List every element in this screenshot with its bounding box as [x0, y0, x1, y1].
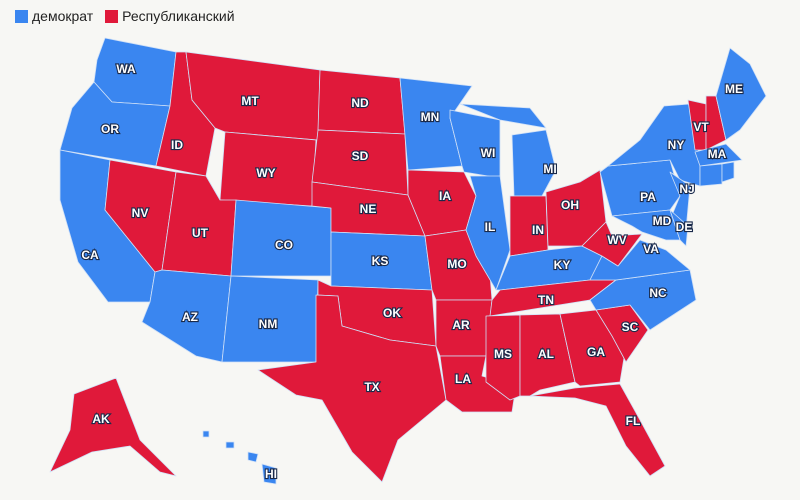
state-mi[interactable]	[511, 129, 557, 197]
state-hi[interactable]	[225, 441, 235, 449]
state-hi[interactable]	[247, 451, 259, 463]
state-label-mo: MO	[447, 257, 466, 271]
state-ct[interactable]	[699, 163, 723, 187]
state-pa[interactable]	[599, 159, 681, 217]
state-label-ne: NE	[360, 202, 377, 216]
state-label-co: CO	[275, 238, 293, 252]
state-label-ok: OK	[383, 306, 401, 320]
state-label-nv: NV	[132, 206, 149, 220]
state-label-ar: AR	[452, 318, 470, 332]
state-me[interactable]	[715, 47, 767, 141]
state-wi[interactable]	[449, 109, 501, 179]
state-de[interactable]	[669, 209, 689, 247]
state-hi[interactable]	[202, 430, 210, 438]
state-label-il: IL	[485, 220, 496, 234]
state-label-in: IN	[532, 223, 544, 237]
state-label-ia: IA	[439, 189, 451, 203]
state-label-ut: UT	[192, 226, 209, 240]
state-label-pa: PA	[640, 190, 656, 204]
state-label-az: AZ	[182, 310, 198, 324]
state-label-vt: VT	[693, 120, 709, 134]
state-label-ky: KY	[554, 258, 571, 272]
state-label-nj: NJ	[679, 182, 694, 196]
state-label-oh: OH	[561, 198, 579, 212]
state-ak[interactable]	[49, 377, 177, 477]
state-label-mn: MN	[421, 110, 440, 124]
state-la[interactable]	[439, 355, 517, 413]
legend-item-republican: Республиканский	[105, 8, 235, 24]
state-label-mi: MI	[543, 162, 556, 176]
republican-swatch	[105, 9, 119, 23]
state-label-wi: WI	[481, 146, 496, 160]
democrat-swatch	[15, 9, 28, 23]
state-ri[interactable]	[721, 161, 735, 183]
state-label-ms: MS	[494, 347, 512, 361]
state-tx[interactable]	[257, 294, 447, 483]
state-mi[interactable]	[459, 103, 547, 129]
state-label-or: OR	[101, 122, 119, 136]
state-label-tx: TX	[364, 380, 379, 394]
state-label-ga: GA	[587, 345, 605, 359]
state-label-mt: MT	[241, 94, 259, 108]
legend-label-democrat: демократ	[32, 8, 94, 24]
state-label-id: ID	[171, 138, 183, 152]
legend-label-republican: Республиканский	[122, 8, 235, 24]
state-label-tn: TN	[538, 293, 554, 307]
state-label-fl: FL	[626, 414, 641, 428]
legend-item-democrat: демократ	[15, 8, 93, 24]
state-label-ca: CA	[81, 248, 99, 262]
state-label-me: ME	[725, 82, 743, 96]
state-label-nm: NM	[259, 317, 278, 331]
state-label-ak: AK	[92, 412, 110, 426]
state-label-wv: WV	[607, 233, 626, 247]
state-label-ks: KS	[372, 254, 389, 268]
state-label-wy: WY	[256, 166, 275, 180]
state-label-al: AL	[538, 347, 554, 361]
state-hi[interactable]	[261, 463, 277, 485]
state-label-nd: ND	[351, 96, 369, 110]
state-wv[interactable]	[581, 221, 643, 267]
state-label-nc: NC	[649, 286, 667, 300]
state-label-ma: MA	[708, 147, 727, 161]
state-ma[interactable]	[694, 143, 743, 167]
state-label-de: DE	[676, 220, 693, 234]
state-fl[interactable]	[529, 383, 666, 477]
state-il[interactable]	[465, 175, 511, 291]
state-label-la: LA	[455, 372, 471, 386]
state-label-hi: HI	[265, 467, 277, 481]
state-label-wa: WA	[116, 62, 136, 76]
state-label-md: MD	[653, 214, 672, 228]
legend: демократ Республиканский	[15, 8, 241, 24]
state-label-ny: NY	[668, 138, 685, 152]
state-label-sd: SD	[352, 149, 369, 163]
state-label-sc: SC	[622, 320, 639, 334]
state-label-va: VA	[643, 242, 659, 256]
